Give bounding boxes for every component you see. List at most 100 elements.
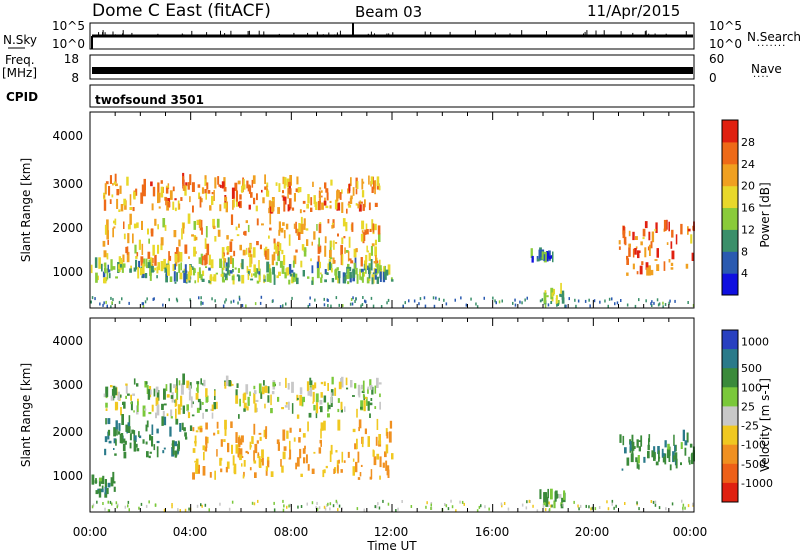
ground-scatter-cell bbox=[588, 505, 590, 509]
range-cell bbox=[189, 389, 192, 398]
range-cell bbox=[149, 451, 152, 454]
range-cell bbox=[143, 258, 146, 267]
range-cell bbox=[174, 441, 177, 447]
ground-scatter-cell bbox=[171, 505, 173, 509]
range-cell bbox=[272, 382, 276, 387]
ground-scatter-cell bbox=[455, 509, 457, 513]
ground-scatter-cell bbox=[514, 298, 516, 302]
range-cell bbox=[348, 183, 351, 193]
ground-scatter-cell bbox=[282, 499, 284, 503]
velocity-colorbar-swatch bbox=[722, 482, 738, 503]
range-cell bbox=[142, 273, 145, 278]
range-cell bbox=[552, 251, 554, 263]
range-cell bbox=[632, 263, 635, 270]
range-cell bbox=[632, 248, 635, 258]
range-cell bbox=[389, 420, 393, 429]
range-cell bbox=[216, 421, 219, 429]
range-cell bbox=[352, 269, 356, 278]
range-cell bbox=[277, 442, 280, 451]
range-cell bbox=[655, 222, 658, 233]
velocity-ytick-1000: 1000 bbox=[52, 469, 83, 483]
range-cell bbox=[209, 274, 213, 282]
range-cell bbox=[164, 224, 167, 231]
range-cell bbox=[299, 395, 303, 406]
range-cell bbox=[233, 466, 236, 473]
range-cell bbox=[172, 201, 175, 210]
velocity-ytick-4000: 4000 bbox=[52, 334, 83, 348]
range-cell bbox=[100, 488, 104, 493]
range-cell bbox=[202, 383, 205, 386]
range-cell bbox=[146, 420, 149, 428]
range-cell bbox=[366, 397, 368, 406]
range-cell bbox=[364, 199, 366, 208]
range-cell bbox=[384, 267, 386, 275]
range-cell bbox=[129, 433, 132, 441]
range-cell bbox=[303, 457, 306, 464]
range-cell bbox=[131, 429, 134, 434]
range-cell bbox=[185, 279, 188, 283]
ground-scatter-cell bbox=[96, 500, 98, 504]
ground-scatter-cell bbox=[386, 301, 388, 305]
range-cell bbox=[386, 431, 389, 439]
range-cell bbox=[208, 267, 211, 271]
range-cell bbox=[253, 385, 256, 390]
range-cell bbox=[353, 262, 356, 269]
ground-scatter-cell bbox=[289, 503, 291, 507]
range-cell bbox=[174, 281, 177, 284]
ground-scatter-cell bbox=[231, 500, 234, 504]
ground-scatter-cell bbox=[562, 503, 564, 507]
range-cell bbox=[623, 236, 627, 244]
ground-scatter-cell bbox=[377, 502, 379, 506]
range-cell bbox=[349, 275, 352, 283]
range-cell bbox=[231, 444, 233, 454]
freq-right-tick-bottom: 0 bbox=[709, 71, 717, 85]
range-cell bbox=[664, 440, 667, 448]
range-cell bbox=[316, 268, 320, 279]
range-cell bbox=[371, 243, 375, 247]
range-cell bbox=[113, 427, 116, 437]
range-cell bbox=[253, 392, 256, 404]
range-cell bbox=[315, 201, 318, 210]
range-cell bbox=[191, 182, 195, 192]
range-cell bbox=[157, 224, 159, 230]
range-cell bbox=[306, 239, 309, 246]
range-cell bbox=[122, 401, 125, 405]
range-cell bbox=[675, 234, 678, 245]
ground-scatter-cell bbox=[338, 303, 340, 307]
range-cell bbox=[164, 267, 167, 273]
range-cell bbox=[221, 272, 225, 282]
range-cell bbox=[137, 401, 139, 412]
range-cell bbox=[160, 186, 164, 198]
range-cell bbox=[327, 263, 330, 271]
range-cell bbox=[265, 466, 268, 472]
range-cell bbox=[223, 187, 227, 192]
ground-scatter-cell bbox=[273, 508, 276, 512]
range-cell bbox=[367, 388, 369, 394]
ground-scatter-cell bbox=[200, 296, 202, 300]
velocity-colorbar-swatch bbox=[722, 330, 738, 350]
range-cell bbox=[261, 189, 263, 193]
ground-scatter-cell bbox=[219, 502, 221, 506]
range-cell bbox=[151, 203, 154, 211]
range-cell bbox=[638, 446, 641, 452]
range-cell bbox=[135, 188, 138, 196]
range-cell bbox=[152, 244, 155, 256]
ground-scatter-cell bbox=[519, 300, 521, 304]
range-cell bbox=[182, 405, 185, 414]
range-cell bbox=[189, 264, 191, 272]
range-cell bbox=[103, 250, 107, 258]
ground-scatter-cell bbox=[430, 507, 432, 510]
range-cell bbox=[161, 416, 164, 426]
nsky-right-tick-bottom: 10^0 bbox=[709, 37, 742, 51]
ground-scatter-cell bbox=[364, 299, 366, 303]
range-cell bbox=[287, 188, 289, 199]
range-cell bbox=[653, 446, 656, 453]
range-cell bbox=[359, 472, 362, 477]
ground-scatter-cell bbox=[354, 300, 356, 303]
range-cell bbox=[261, 458, 264, 466]
range-cell bbox=[186, 404, 189, 411]
ground-scatter-cell bbox=[168, 298, 170, 302]
range-cell bbox=[210, 259, 214, 269]
range-cell bbox=[273, 274, 276, 285]
range-cell bbox=[250, 273, 253, 278]
